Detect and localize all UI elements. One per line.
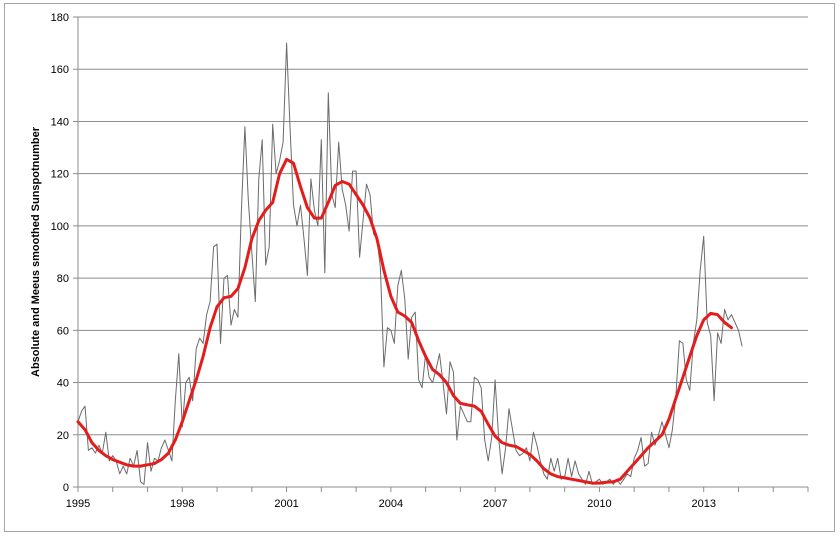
- series-group: [76, 42, 743, 485]
- monthly-sunspot-line: [77, 42, 743, 485]
- y-tick-label: 20: [57, 430, 69, 442]
- y-tick-label: 80: [57, 273, 69, 285]
- y-axis-title: Absolute and Meeus smoothed Sunspotnumbe…: [30, 126, 42, 377]
- x-tick-label: 2004: [379, 498, 403, 510]
- y-tick-label: 140: [51, 116, 69, 128]
- y-tick-label: 160: [51, 64, 69, 76]
- x-tick-label: 2001: [274, 498, 298, 510]
- y-tick-label: 180: [51, 12, 69, 24]
- x-tick-label: 1998: [170, 498, 194, 510]
- x-tick-label: 1995: [66, 498, 90, 510]
- chart-frame: [4, 3, 835, 532]
- y-tick-label: 120: [51, 169, 69, 181]
- axes: [73, 16, 809, 492]
- x-tick-label: 2010: [587, 498, 611, 510]
- y-tick-label: 40: [57, 378, 69, 390]
- y-tick-label: 100: [51, 221, 69, 233]
- x-tick-label: 2013: [691, 498, 715, 510]
- x-tick-label: 2007: [483, 498, 507, 510]
- smoothed-sunspot-line: [76, 157, 733, 485]
- gridlines: [78, 16, 808, 436]
- y-tick-label: 0: [63, 482, 69, 494]
- tick-labels: 0 20 40 60 80 100 120 140 160 180 1995 1998 2001 2004…: [51, 12, 716, 510]
- y-tick-label: 60: [57, 325, 69, 337]
